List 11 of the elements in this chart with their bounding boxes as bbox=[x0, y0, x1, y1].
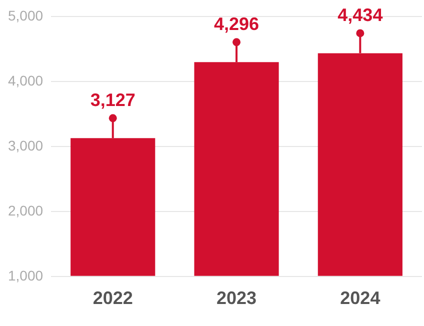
x-tick-label: 2022 bbox=[92, 288, 133, 308]
data-label: 4,296 bbox=[214, 14, 260, 34]
y-tick-label: 1,000 bbox=[8, 267, 44, 284]
y-tick-label: 3,000 bbox=[8, 137, 44, 154]
data-label: 4,434 bbox=[338, 5, 383, 26]
data-label: 3,127 bbox=[90, 90, 136, 110]
x-tick-label: 2023 bbox=[216, 288, 257, 308]
y-tick-label: 4,000 bbox=[8, 72, 44, 88]
x-tick-label: 2024 bbox=[340, 288, 380, 308]
y-tick-label: 5,000 bbox=[8, 7, 44, 24]
y-tick-label: 2,000 bbox=[8, 202, 44, 218]
